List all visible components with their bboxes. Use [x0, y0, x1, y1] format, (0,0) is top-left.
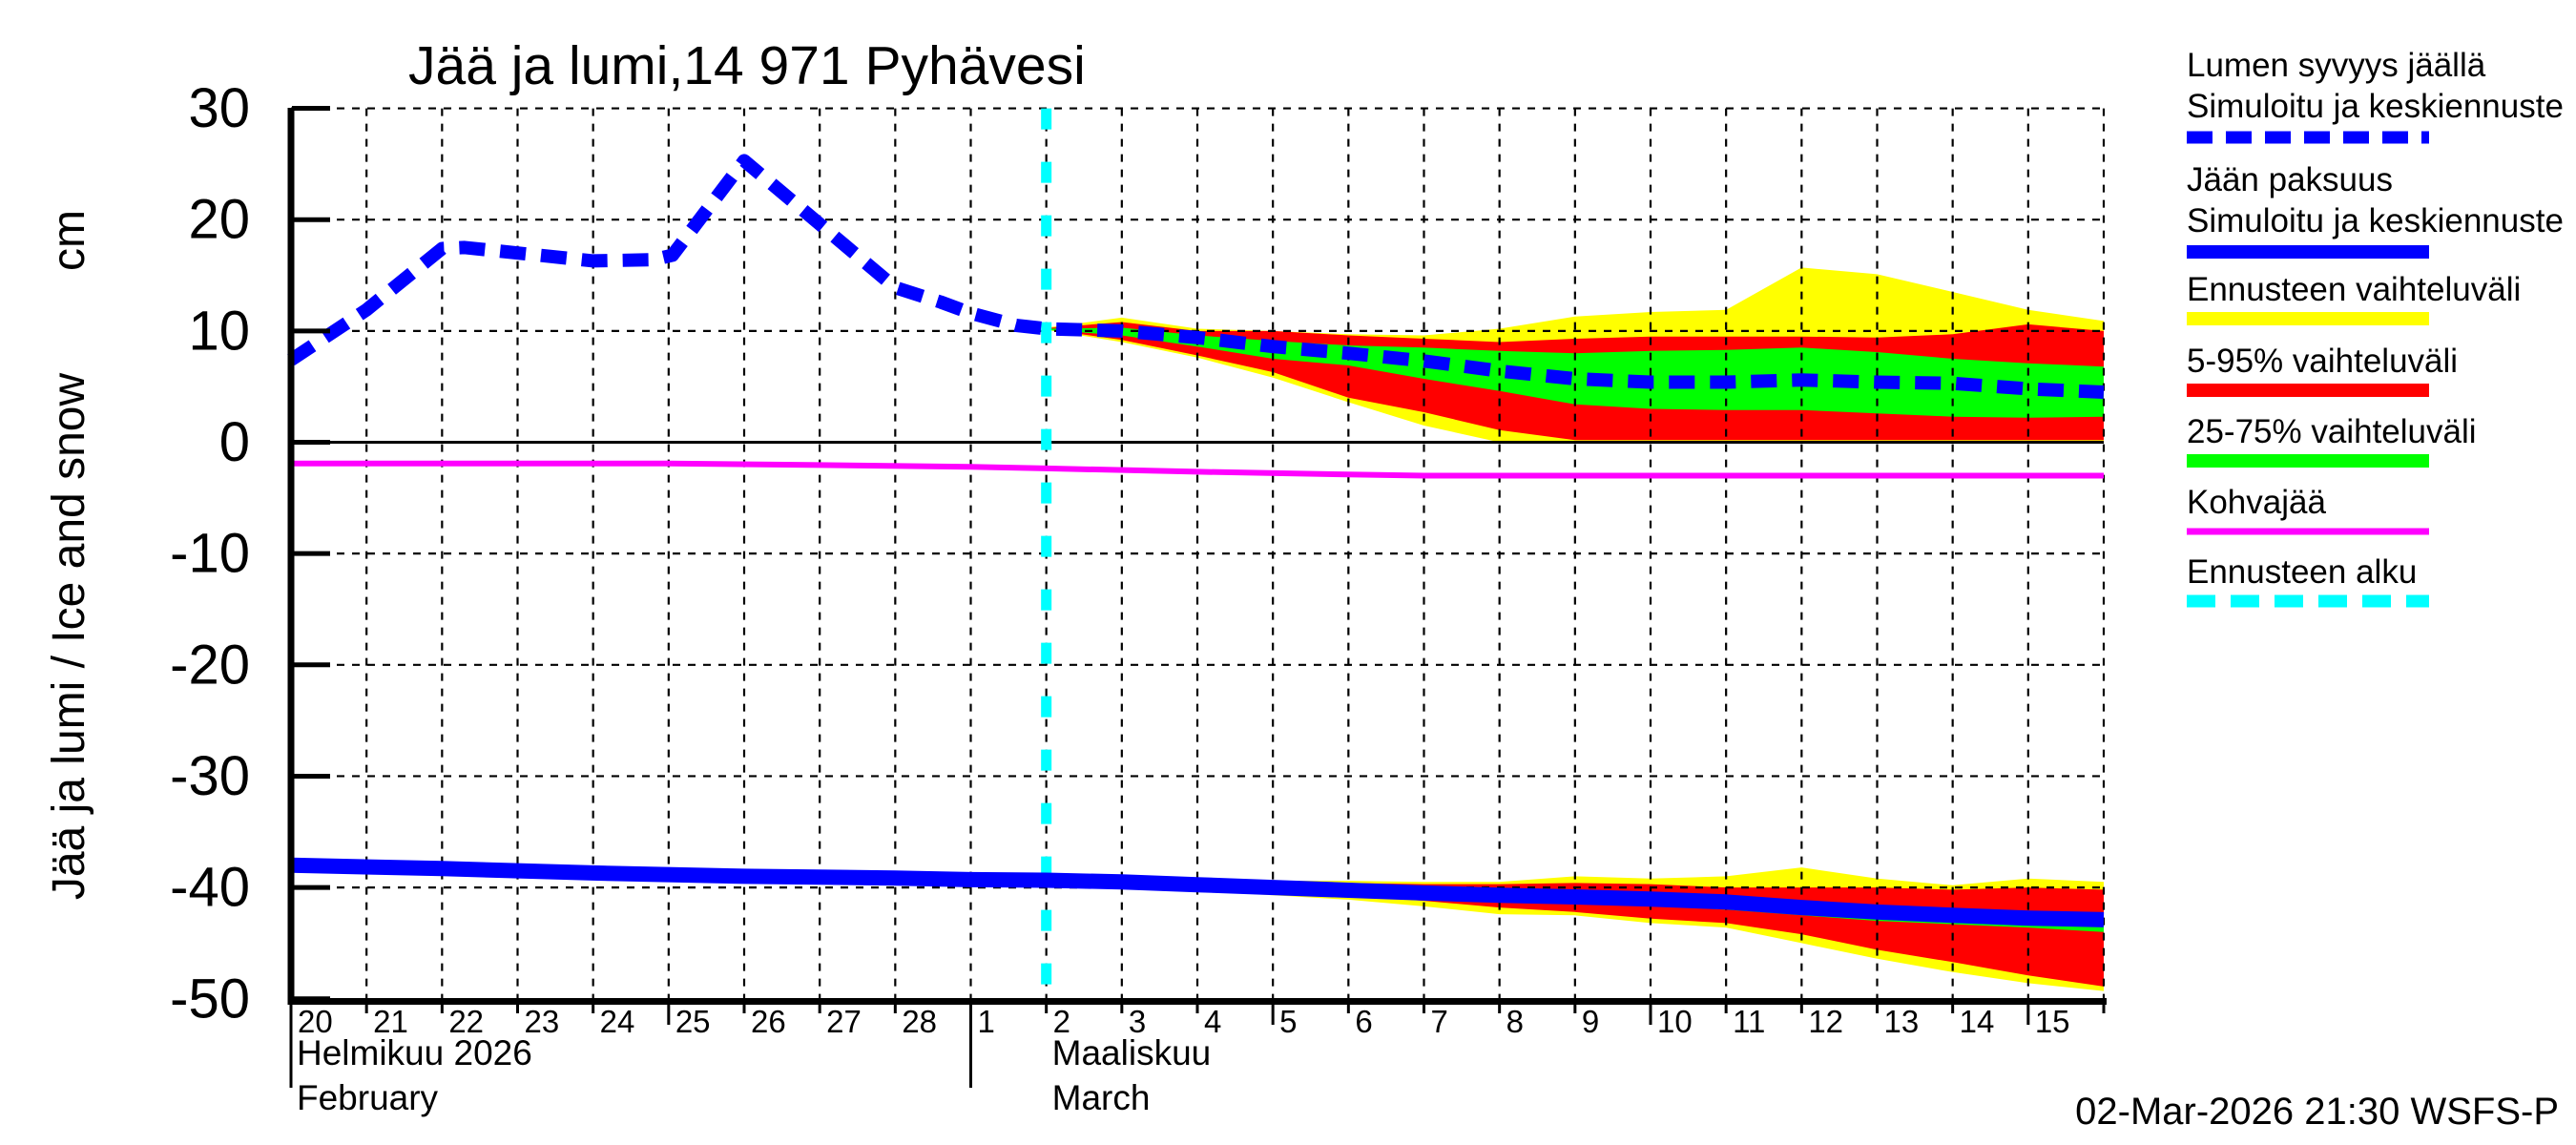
y-axis-line	[287, 108, 295, 1002]
chart-title: Jää ja lumi,14 971 Pyhävesi	[408, 35, 1086, 96]
x-day-label: 12	[1808, 1004, 1843, 1039]
month-label-line1: Maaliskuu	[1052, 1033, 1212, 1072]
x-day-label: 4	[1204, 1004, 1221, 1039]
month-label-line2: March	[1052, 1078, 1151, 1117]
x-day-label: 2	[1053, 1004, 1070, 1039]
y-tick-label: -10	[170, 523, 250, 585]
series-ice-thickness-mean	[290, 857, 2105, 927]
month-label-line1: Helmikuu 2026	[297, 1033, 532, 1072]
y-tick-label: -40	[170, 857, 250, 919]
series-snow-depth-on-ice-mean	[287, 154, 2105, 399]
x-day-label: 11	[1733, 1004, 1765, 1039]
y-tick-label: 0	[219, 411, 250, 473]
y-axis-unit: cm	[44, 210, 94, 271]
y-axis-label: Jää ja lumi / Ice and snow	[44, 373, 94, 901]
legend-label: Ennusteen alku	[2187, 553, 2417, 591]
x-day-label: 27	[826, 1004, 862, 1039]
legend-label: Jään paksuus	[2187, 161, 2393, 198]
y-tick-label: -20	[170, 634, 250, 696]
y-tick-label: -50	[170, 968, 250, 1030]
x-day-label: 26	[751, 1004, 786, 1039]
x-day-label: 25	[675, 1004, 711, 1039]
legend-label: 5-95% vaihteluväli	[2187, 343, 2458, 380]
x-day-label: 6	[1355, 1004, 1372, 1039]
y-tick-label: 30	[188, 77, 250, 139]
y-tick-label: -30	[170, 745, 250, 807]
x-axis-line	[287, 998, 2107, 1005]
timestamp-footer: 02-Mar-2026 21:30 WSFS-P	[2075, 1091, 2559, 1133]
x-day-label: 7	[1431, 1004, 1448, 1039]
x-day-label: 15	[2035, 1004, 2070, 1039]
y-tick-label: 10	[188, 300, 250, 362]
x-day-label: 21	[373, 1004, 408, 1039]
x-day-label: 5	[1279, 1004, 1297, 1039]
x-day-label: 1	[978, 1004, 995, 1039]
y-tick-label: 20	[188, 189, 250, 251]
series-kohvajaa	[291, 460, 2104, 479]
legend-label: Simuloitu ja keskiennuste	[2187, 202, 2564, 239]
x-day-label: 13	[1884, 1004, 1920, 1039]
legend-label: Ennusteen vaihteluväli	[2187, 271, 2521, 308]
x-day-label: 9	[1582, 1004, 1599, 1039]
legend-label: Lumen syvyys jäällä	[2187, 47, 2486, 84]
legend-label: 25-75% vaihteluväli	[2187, 413, 2477, 450]
x-day-label: 23	[525, 1004, 560, 1039]
x-day-label: 24	[600, 1004, 635, 1039]
x-day-label: 8	[1506, 1004, 1524, 1039]
x-day-label: 3	[1129, 1004, 1146, 1039]
x-day-label: 10	[1657, 1004, 1693, 1039]
x-day-label: 20	[298, 1004, 333, 1039]
x-day-label: 22	[448, 1004, 484, 1039]
legend-label: Kohvajää	[2187, 484, 2326, 521]
x-day-label: 14	[1960, 1004, 1995, 1039]
legend-label: Simuloitu ja keskiennuste	[2187, 88, 2564, 125]
month-label-line2: February	[297, 1078, 439, 1117]
x-day-label: 28	[902, 1004, 937, 1039]
